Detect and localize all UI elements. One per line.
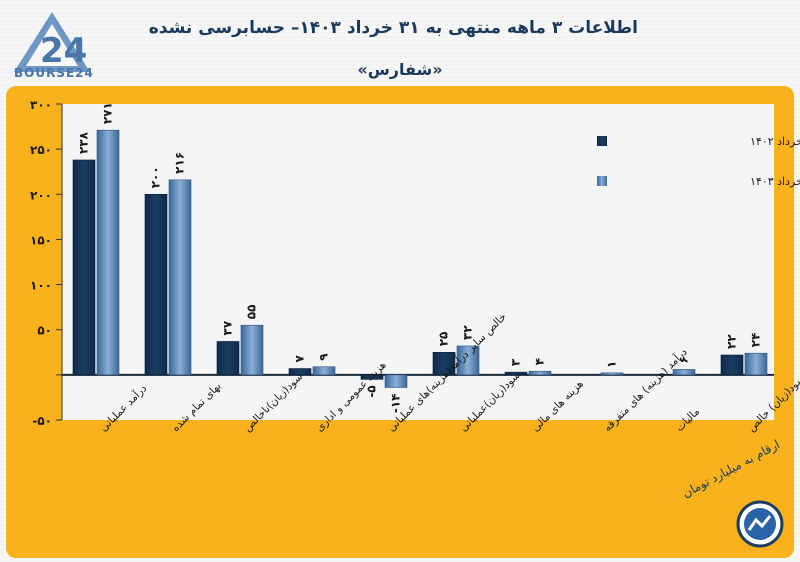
- data-label: ۲۱۶: [173, 152, 187, 174]
- bar-2-8: [672, 369, 696, 376]
- y-tick-label: ۱۵۰: [30, 233, 52, 247]
- legend-label: عملکرد منتهی به خرداد ۱۴۰۲: [750, 135, 800, 148]
- data-label: ۱: [605, 361, 619, 368]
- data-label: ۳: [509, 358, 523, 366]
- bar-2-2: [240, 324, 264, 376]
- data-label: ۲۰۰: [149, 166, 163, 188]
- data-label: -۱۴: [389, 393, 403, 413]
- y-tick-label: ۲۰۰: [30, 188, 52, 202]
- y-tick-label: -۵۰: [32, 414, 52, 428]
- bar-1-5: [432, 351, 456, 376]
- data-label: ۵۵: [245, 305, 259, 320]
- y-tick-label: ۲۵۰: [30, 143, 52, 157]
- data-label: ۲۵: [437, 332, 451, 347]
- data-label: ۲۲: [725, 334, 739, 349]
- data-label: ۴: [533, 358, 547, 365]
- logo-text: BOURSE24: [14, 66, 94, 80]
- bar-2-1: [168, 179, 192, 376]
- data-label: ۹: [317, 353, 331, 361]
- bar-1-1: [144, 193, 168, 376]
- data-label: ۲۷۱: [101, 102, 115, 124]
- y-tick-label: ۳۰۰: [30, 98, 52, 112]
- y-tick-label: ۵۰: [37, 324, 52, 338]
- y-tick-label: ۱۰۰: [30, 279, 52, 293]
- data-label: ۶: [677, 356, 691, 363]
- bar-2-6: [528, 370, 552, 376]
- data-label: ۲۴: [749, 333, 763, 348]
- legend-swatch: [597, 176, 607, 186]
- bar-2-4: [384, 374, 408, 388]
- bourse24-logo: 24: [14, 12, 90, 72]
- bar-2-5: [456, 345, 480, 376]
- bar-1-3: [288, 368, 312, 376]
- bar-1-6: [504, 371, 528, 376]
- data-label: ۳۷: [221, 320, 235, 335]
- data-label: -۵: [365, 385, 379, 397]
- footer-badge: [652, 496, 784, 556]
- bar-2-9: [744, 352, 768, 376]
- bar-2-0: [96, 129, 120, 376]
- bar-2-3: [312, 366, 336, 376]
- bar-1-0: [72, 159, 96, 376]
- bar-1-4: [360, 374, 384, 380]
- data-label: ۳۲: [461, 325, 475, 340]
- bar-1-2: [216, 341, 240, 376]
- chart-subtitle: «شفارس»: [357, 60, 443, 79]
- bar-2-7: [600, 372, 624, 376]
- legend-swatch: [597, 136, 607, 146]
- svg-text:24: 24: [40, 31, 87, 71]
- bar-1-9: [720, 354, 744, 376]
- chart-title: اطلاعات ۳ ماهه منتهی به ۳۱ خرداد ۱۴۰۳– ح…: [148, 18, 638, 38]
- legend-label: عملکرد منتهی به خرداد ۱۴۰۳: [750, 175, 800, 188]
- data-label: ۷: [293, 355, 307, 363]
- data-label: ۲۳۸: [77, 131, 91, 154]
